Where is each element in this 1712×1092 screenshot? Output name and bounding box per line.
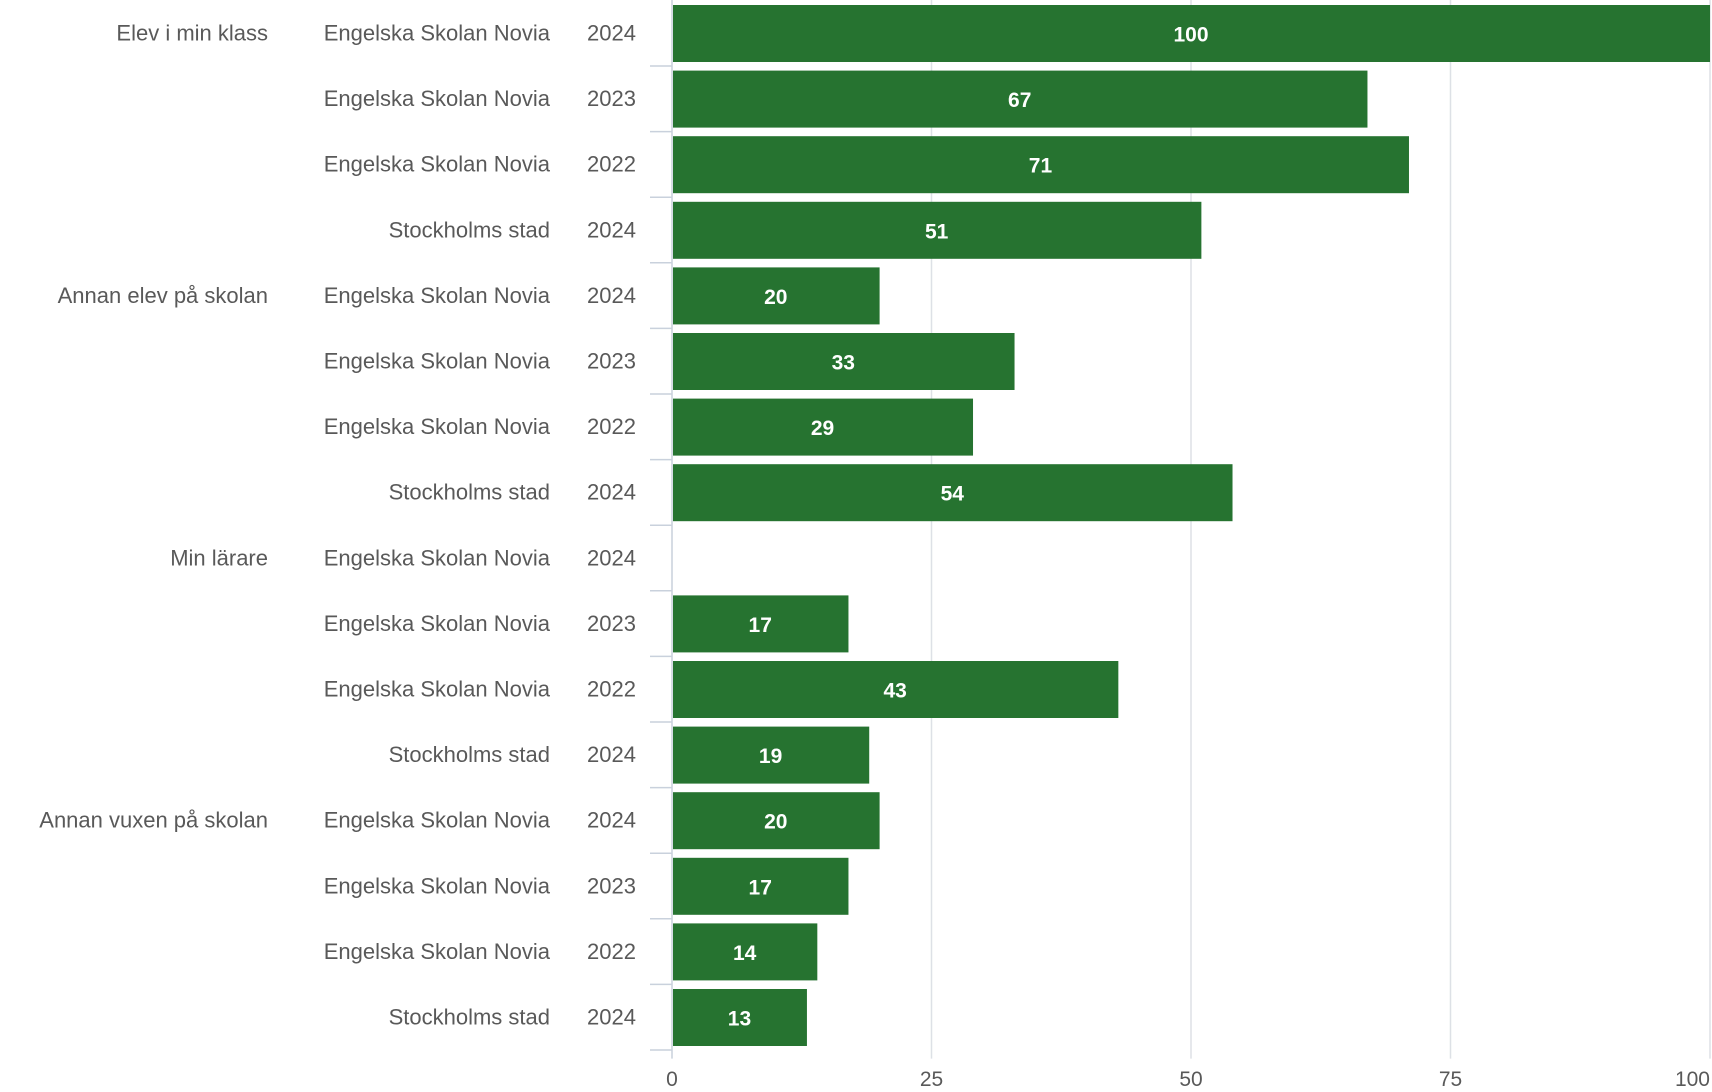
bar-value-label: 71 xyxy=(1029,155,1053,178)
bars: 100 67 71 51 20 33 29 54 17 43 19 20 17 14 13 xyxy=(673,5,1710,1046)
bar-value-label: 29 xyxy=(811,417,834,440)
bar xyxy=(673,661,1119,718)
bar xyxy=(673,792,880,850)
school-label: Engelska Skolan Novia xyxy=(324,545,551,570)
school-label: Engelska Skolan Novia xyxy=(324,611,551,636)
school-label: Stockholms stad xyxy=(389,1005,550,1030)
x-tick-label: 50 xyxy=(1179,1068,1202,1091)
bar-value-label: 54 xyxy=(941,483,965,506)
school-label: Stockholms stad xyxy=(389,217,550,242)
school-label: Engelska Skolan Novia xyxy=(324,152,551,177)
bar xyxy=(673,595,849,653)
x-tick-label: 75 xyxy=(1439,1068,1462,1091)
bar xyxy=(673,267,880,325)
year-label: 2024 xyxy=(587,1005,636,1030)
group-label: Elev i min klass xyxy=(116,21,268,46)
year-label: 2023 xyxy=(587,611,636,636)
year-label: 2022 xyxy=(587,414,636,439)
bar xyxy=(673,5,1710,62)
bar-value-label: 20 xyxy=(764,811,787,834)
bar-value-label: 14 xyxy=(733,942,757,965)
school-label: Engelska Skolan Novia xyxy=(324,349,551,374)
group-label: Annan vuxen på skolan xyxy=(39,808,268,833)
year-label: 2023 xyxy=(587,349,636,374)
year-label: 2024 xyxy=(587,283,636,308)
bar-value-label: 100 xyxy=(1173,24,1208,47)
school-label: Engelska Skolan Novia xyxy=(324,939,551,964)
year-label: 2023 xyxy=(587,86,636,111)
school-label: Engelska Skolan Novia xyxy=(324,808,551,833)
year-label: 2024 xyxy=(587,21,636,46)
year-label: 2024 xyxy=(587,217,636,242)
bar-value-label: 17 xyxy=(749,614,772,637)
bar xyxy=(673,989,807,1046)
bar xyxy=(673,136,1409,194)
row-labels: 2024 Engelska Skolan Novia Elev i min klas… xyxy=(39,21,636,1030)
year-label: 2024 xyxy=(587,808,636,833)
year-label: 2022 xyxy=(587,677,636,702)
bar-value-label: 19 xyxy=(759,745,782,768)
bar xyxy=(673,464,1233,522)
school-label: Engelska Skolan Novia xyxy=(324,873,551,898)
bar-value-label: 43 xyxy=(883,680,906,703)
school-label: Engelska Skolan Novia xyxy=(324,21,551,46)
bar xyxy=(673,398,974,456)
year-label: 2024 xyxy=(587,742,636,767)
bar-value-label: 17 xyxy=(749,876,772,899)
year-label: 2022 xyxy=(587,939,636,964)
x-axis-ticks: 0 25 50 75 100 xyxy=(666,1068,1710,1091)
x-tick-label: 0 xyxy=(666,1068,678,1091)
school-label: Engelska Skolan Novia xyxy=(324,283,551,308)
bar xyxy=(673,726,870,784)
year-label: 2024 xyxy=(587,480,636,505)
bar xyxy=(673,923,818,981)
bar-value-label: 67 xyxy=(1008,89,1031,112)
bar xyxy=(673,333,1015,390)
bar-value-label: 33 xyxy=(832,352,855,375)
x-tick-label: 25 xyxy=(920,1068,943,1091)
bar xyxy=(673,70,1368,128)
school-label: Engelska Skolan Novia xyxy=(324,677,551,702)
group-label: Annan elev på skolan xyxy=(58,283,268,308)
school-label: Engelska Skolan Novia xyxy=(324,86,551,111)
group-label: Min lärare xyxy=(170,545,268,570)
year-label: 2022 xyxy=(587,152,636,177)
x-tick-label: 100 xyxy=(1675,1068,1710,1091)
bar-value-label: 51 xyxy=(925,220,949,243)
year-label: 2024 xyxy=(587,545,636,570)
school-label: Stockholms stad xyxy=(389,742,550,767)
bar-value-label: 13 xyxy=(728,1008,751,1031)
school-label: Engelska Skolan Novia xyxy=(324,414,551,439)
year-label: 2023 xyxy=(587,873,636,898)
school-label: Stockholms stad xyxy=(389,480,550,505)
bar xyxy=(673,857,849,915)
bar xyxy=(673,201,1202,259)
bar-value-label: 20 xyxy=(764,286,787,309)
